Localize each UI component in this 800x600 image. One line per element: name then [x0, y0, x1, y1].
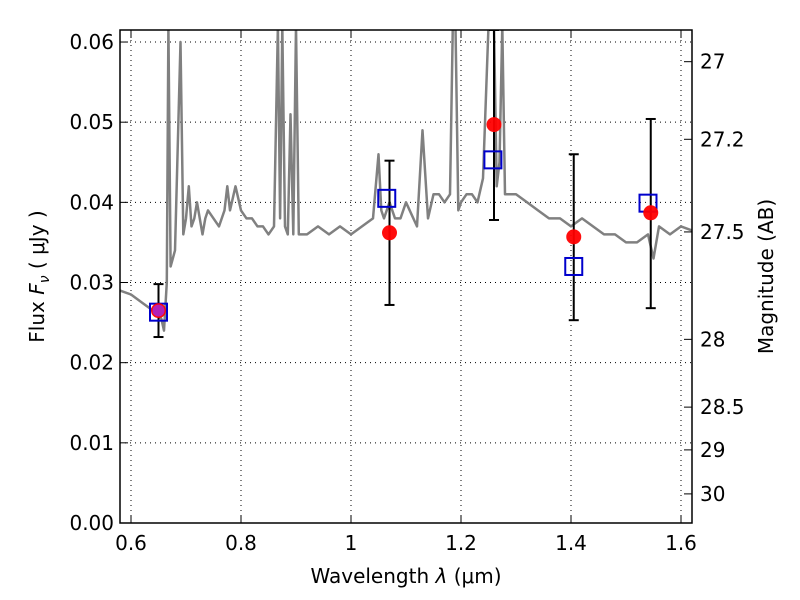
- y-axis-title: Flux Fν ( μJy ): [25, 210, 53, 342]
- y-axis-title-subscript: ν: [37, 275, 53, 283]
- y-axis-title-unit: ( μJy ): [25, 210, 49, 275]
- mag-tick-label: 29: [700, 438, 725, 462]
- plot-frame: [119, 29, 693, 524]
- y-tick-label: 0.05: [69, 110, 114, 134]
- y-tick-label: 0.04: [69, 190, 114, 214]
- x-axis-title-symbol: λ: [434, 564, 447, 588]
- mag-tick-label: 27.2: [700, 127, 745, 151]
- x-axis-title-text: Wavelength: [310, 564, 435, 588]
- x-tick-label: 1.6: [665, 531, 697, 555]
- y-tick-label: 0.02: [69, 351, 114, 375]
- y-axis: 0.00 0.01 0.02 0.03 0.04 0.05 0.06: [69, 30, 128, 535]
- spectrum-line: [120, 30, 692, 332]
- mag-tick-label: 28.5: [700, 395, 745, 419]
- magnitude-axis: 27 27.2 27.5 28 28.5 29 30: [684, 50, 745, 506]
- flux-point: [382, 225, 397, 241]
- mag-tick-label: 27.5: [700, 220, 745, 244]
- flux-points-series: [153, 30, 656, 339]
- magnitude-axis-title: Magnitude (AB): [754, 199, 778, 354]
- flux-point: [643, 205, 659, 221]
- model-square-point: [564, 256, 584, 276]
- y-tick-label: 0.03: [69, 271, 114, 295]
- y-tick-label: 0.06: [69, 30, 114, 54]
- x-tick-label: 0.8: [225, 531, 257, 555]
- flux-point: [486, 117, 502, 133]
- model-square-point: [377, 188, 397, 208]
- plot-area: [120, 30, 692, 339]
- y-tick-label: 0.01: [69, 431, 114, 455]
- mag-tick-label: 28: [700, 327, 725, 351]
- x-tick-label: 1.4: [555, 531, 587, 555]
- x-tick-label: 1.2: [445, 531, 477, 555]
- y-tick-label: 0.00: [69, 511, 114, 535]
- flux-point: [566, 229, 582, 245]
- overlap-point: [152, 304, 165, 317]
- y-axis-title-text: Flux: [25, 295, 49, 343]
- x-axis-title: Wavelength λ (μm): [310, 564, 501, 588]
- grid: [120, 30, 692, 524]
- mag-tick-label: 27: [700, 50, 725, 74]
- model-square-point: [483, 150, 503, 170]
- mag-tick-label: 30: [700, 482, 725, 506]
- y-axis-title-symbol: F: [25, 283, 49, 295]
- x-axis: 0.6 0.8 1 1.2 1.4 1.6: [115, 30, 697, 555]
- x-tick-label: 0.6: [115, 531, 147, 555]
- x-tick-label: 1: [345, 531, 358, 555]
- x-axis-title-unit: (μm): [454, 564, 502, 588]
